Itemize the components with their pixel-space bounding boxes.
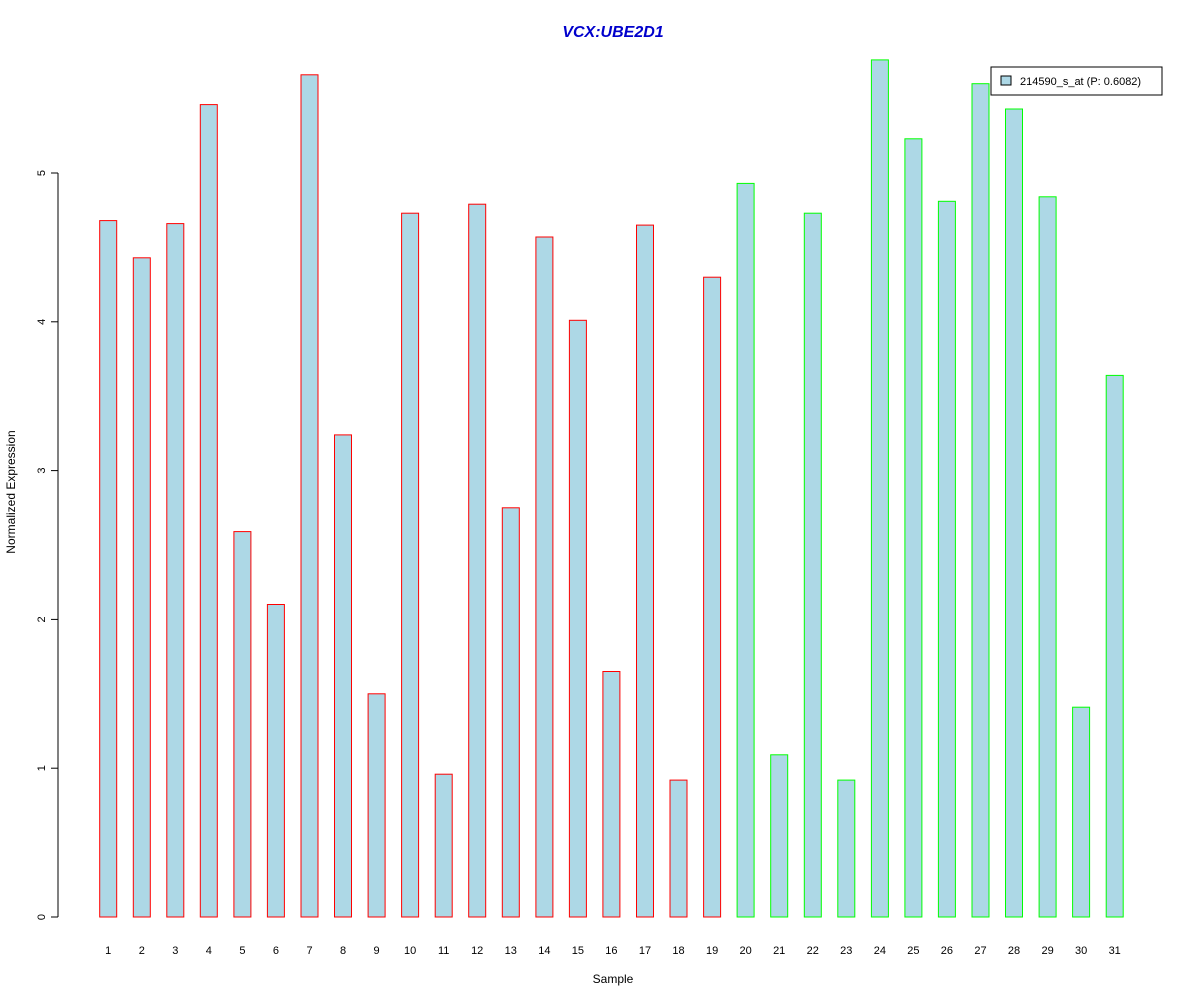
y-tick-label: 2: [36, 616, 48, 622]
x-tick-label: 24: [874, 945, 886, 957]
legend-box: [990, 66, 1163, 96]
bar-sample-28: [1005, 108, 1023, 918]
y-axis: 0 1 2 3 4 5: [36, 170, 59, 920]
bar-sample-17: [636, 224, 654, 918]
bar-sample-15: [568, 319, 587, 918]
x-tick-label: 16: [605, 945, 617, 957]
x-tick-labels: 1 2 3 4 5 6 7 8 9 10 11 12 13 14 15 16 17 18 19 20 21 22 23 24 2…: [105, 945, 1121, 957]
x-tick-label: 8: [340, 945, 346, 957]
x-tick-label: 31: [1109, 945, 1121, 957]
x-tick-label: 11: [438, 945, 449, 957]
x-tick-label: 14: [538, 945, 550, 957]
bar-sample-10: [401, 212, 420, 918]
x-tick-label: 21: [773, 945, 785, 957]
x-tick-label: 12: [471, 945, 483, 957]
y-tick-label: 5: [36, 170, 48, 176]
x-tick-label: 27: [974, 945, 986, 957]
legend: 214590_s_at (P: 0.6082): [990, 66, 1163, 96]
bar-sample-19: [703, 276, 722, 918]
x-tick-label: 15: [572, 945, 584, 957]
bar-sample-1: [99, 220, 118, 918]
bar-sample-5: [233, 531, 252, 918]
bar-sample-8: [334, 434, 352, 918]
bar-sample-21: [770, 754, 789, 918]
bar-sample-18: [669, 779, 688, 918]
y-tick-label: 3: [36, 468, 48, 474]
chart-title: VCX:UBE2D1: [562, 24, 663, 41]
x-tick-label: 1: [105, 945, 111, 957]
x-tick-label: 6: [273, 945, 279, 957]
x-tick-label: 3: [172, 945, 178, 957]
y-tick-label: 1: [36, 765, 48, 771]
bar-sample-16: [602, 671, 621, 918]
bar-sample-13: [501, 507, 520, 918]
x-tick-label: 19: [706, 945, 718, 957]
x-tick-label: 18: [672, 945, 684, 957]
bar-sample-23: [837, 779, 856, 918]
x-tick-label: 29: [1041, 945, 1053, 957]
legend-label: 214590_s_at (P: 0.6082): [1020, 76, 1141, 88]
bar-sample-4: [199, 104, 218, 918]
legend-swatch: [1000, 75, 1012, 86]
x-tick-label: 20: [739, 945, 751, 957]
x-tick-label: 7: [306, 945, 312, 957]
y-tick-label: 0: [36, 914, 48, 920]
bar-sample-7: [300, 74, 319, 918]
bar-sample-11: [434, 773, 453, 918]
bar-sample-26: [937, 200, 956, 918]
y-tick-label: 4: [36, 319, 48, 325]
bar-sample-27: [971, 83, 990, 918]
x-tick-label: 9: [374, 945, 380, 957]
x-tick-label: 13: [505, 945, 517, 957]
bar-sample-29: [1038, 196, 1057, 918]
x-tick-label: 23: [840, 945, 852, 957]
x-tick-label: 26: [941, 945, 953, 957]
bars: [99, 59, 1124, 918]
x-tick-label: 30: [1075, 945, 1087, 957]
x-tick-label: 22: [807, 945, 819, 957]
x-tick-label: 17: [639, 945, 651, 957]
bar-sample-14: [535, 236, 554, 918]
bar-sample-24: [870, 59, 889, 918]
bar-sample-9: [367, 693, 386, 918]
x-tick-label: 5: [239, 945, 245, 957]
bar-sample-30: [1072, 706, 1091, 918]
x-tick-label: 28: [1008, 945, 1020, 957]
x-tick-label: 10: [404, 945, 416, 957]
bar-sample-22: [803, 212, 822, 918]
x-tick-label: 2: [139, 945, 145, 957]
bar-sample-3: [166, 223, 185, 918]
y-axis-title: Normalized Expression: [4, 430, 18, 553]
x-tick-label: 25: [907, 945, 919, 957]
bar-sample-31: [1105, 374, 1124, 918]
bar-sample-20: [736, 182, 755, 918]
x-tick-label: 4: [206, 945, 212, 957]
bar-sample-12: [468, 203, 487, 918]
x-axis-title: Sample: [593, 972, 634, 986]
bar-sample-6: [266, 604, 285, 918]
bar-sample-2: [132, 257, 151, 918]
bar-sample-25: [904, 138, 923, 918]
